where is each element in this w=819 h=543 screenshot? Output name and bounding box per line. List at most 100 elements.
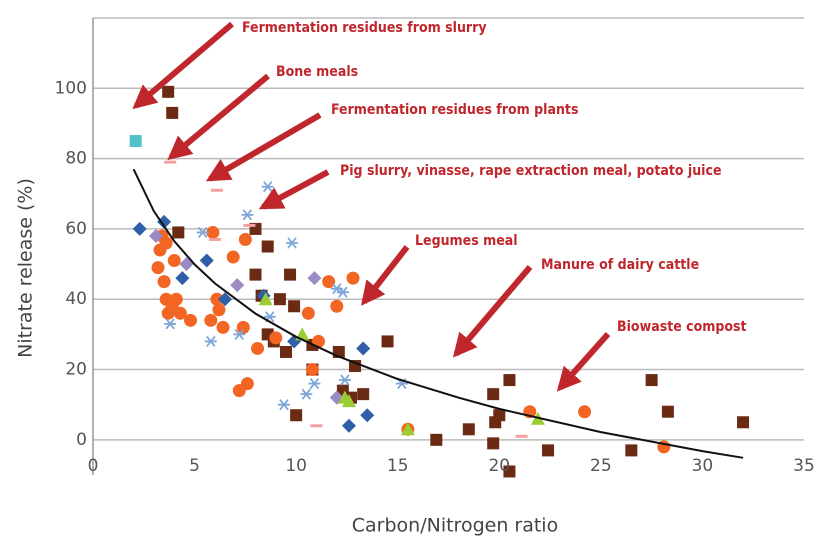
point: [210, 292, 224, 306]
point: [503, 374, 516, 387]
point: [277, 399, 290, 411]
point: [487, 437, 500, 450]
point: [243, 223, 256, 227]
point: [258, 292, 273, 306]
fit-curve: [132, 168, 744, 459]
point: [625, 444, 638, 457]
point: [175, 271, 190, 286]
point: [157, 214, 172, 229]
annotation: Pig slurry, vinasse, rape extraction mea…: [340, 163, 722, 179]
point: [330, 299, 344, 313]
point: [305, 363, 319, 377]
point: [542, 444, 555, 457]
annotation: Bone meals: [276, 64, 358, 80]
point: [236, 320, 250, 334]
point: [288, 300, 301, 313]
point: [129, 135, 142, 148]
x-tick-label: 20: [488, 456, 510, 476]
point: [493, 409, 506, 422]
point: [290, 409, 303, 422]
point: [204, 313, 218, 327]
point: [737, 416, 750, 429]
point: [212, 303, 226, 317]
point: [338, 374, 351, 386]
point: [226, 250, 240, 264]
point: [261, 240, 274, 253]
point: [164, 160, 177, 164]
point: [216, 320, 230, 334]
point: [346, 271, 360, 285]
point: [206, 225, 220, 239]
point: [308, 378, 321, 390]
point: [462, 423, 475, 436]
point: [300, 388, 313, 400]
y-axis-label: Nitrate release (%): [15, 178, 37, 358]
marks: [129, 85, 750, 478]
point: [301, 306, 315, 320]
point: [310, 424, 323, 428]
arrows: [132, 21, 611, 392]
y-tick-label: 100: [55, 78, 87, 98]
point: [251, 341, 265, 355]
point: [173, 306, 187, 320]
y-tick-label: 20: [65, 360, 87, 380]
point: [322, 275, 336, 289]
x-tick-label: 15: [387, 456, 409, 476]
point: [356, 341, 371, 356]
point: [241, 209, 254, 221]
annotation: Manure of dairy cattle: [541, 257, 699, 273]
point: [661, 405, 674, 418]
point: [166, 106, 179, 119]
x-tick-label: 0: [88, 456, 99, 476]
point: [336, 286, 349, 298]
point: [157, 275, 171, 289]
point: [400, 422, 415, 436]
annotation: Fermentation residues from plants: [331, 102, 578, 118]
point: [341, 418, 356, 433]
point: [218, 292, 233, 307]
point: [238, 232, 252, 246]
point: [487, 388, 500, 401]
y-tick-label: 60: [65, 219, 87, 239]
x-axis-label: Carbon/Nitrogen ratio: [352, 515, 558, 537]
point: [132, 221, 147, 236]
x-tick-label: 30: [692, 456, 714, 476]
point: [208, 237, 221, 241]
y-tick-label: 80: [65, 149, 87, 169]
point: [284, 268, 297, 281]
point: [269, 331, 283, 345]
point: [578, 405, 592, 419]
y-tick-label: 40: [65, 289, 87, 309]
point: [148, 228, 163, 243]
point: [199, 253, 214, 268]
point: [279, 345, 292, 358]
point: [273, 293, 286, 306]
x-tick-label: 5: [189, 456, 200, 476]
point: [357, 388, 370, 401]
point: [515, 434, 528, 438]
annotation: Fermentation residues from slurry: [242, 20, 487, 36]
point: [210, 188, 223, 192]
point: [341, 394, 356, 408]
point: [307, 271, 322, 286]
point: [286, 237, 299, 249]
point: [164, 318, 177, 330]
point: [184, 313, 198, 327]
point: [645, 374, 658, 387]
point: [240, 377, 254, 391]
annotation: Legumes meal: [415, 233, 518, 249]
point: [204, 335, 217, 347]
x-tick-label: 10: [285, 456, 307, 476]
point: [261, 181, 274, 193]
point: [430, 433, 443, 446]
point: [360, 408, 375, 423]
point: [153, 243, 167, 257]
point: [172, 226, 185, 239]
x-tick-label: 25: [590, 456, 612, 476]
point: [233, 328, 246, 340]
point: [162, 85, 175, 98]
point: [167, 254, 181, 268]
y-tick-label: 0: [76, 430, 87, 450]
point: [249, 268, 262, 281]
